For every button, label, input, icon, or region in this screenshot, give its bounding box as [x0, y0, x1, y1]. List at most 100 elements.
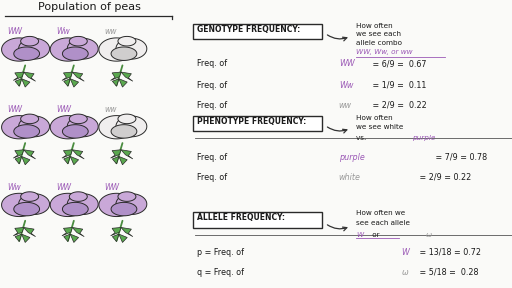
Text: ω: ω — [402, 268, 409, 277]
Polygon shape — [50, 38, 86, 61]
Text: = 5/18 =  0.28: = 5/18 = 0.28 — [417, 268, 479, 277]
FancyBboxPatch shape — [193, 116, 322, 131]
Text: GENOTYPE FREQUENCY:: GENOTYPE FREQUENCY: — [197, 24, 301, 33]
Text: purple: purple — [339, 153, 365, 162]
Text: p = Freq. of: p = Freq. of — [197, 247, 247, 257]
Polygon shape — [14, 202, 39, 216]
Text: WW: WW — [56, 183, 71, 192]
Polygon shape — [13, 150, 24, 158]
Text: or: or — [370, 232, 382, 238]
Polygon shape — [119, 79, 127, 87]
Text: WW: WW — [7, 105, 23, 114]
Polygon shape — [70, 79, 78, 87]
Polygon shape — [62, 125, 88, 138]
Polygon shape — [63, 234, 70, 242]
Polygon shape — [14, 47, 39, 60]
Polygon shape — [67, 38, 98, 59]
Text: Freq. of: Freq. of — [197, 153, 230, 162]
Text: WW, Ww, or ww: WW, Ww, or ww — [356, 49, 412, 55]
Polygon shape — [70, 156, 78, 165]
Polygon shape — [112, 156, 119, 164]
Polygon shape — [118, 192, 136, 201]
Text: How often: How often — [356, 115, 393, 121]
Text: ww: ww — [104, 27, 117, 36]
Polygon shape — [112, 79, 119, 86]
Text: see each allele: see each allele — [356, 220, 410, 226]
Polygon shape — [121, 150, 133, 159]
Polygon shape — [111, 150, 121, 158]
Text: = 2/9 =  0.22: = 2/9 = 0.22 — [370, 101, 427, 110]
Text: WW: WW — [56, 105, 71, 114]
Text: Ww: Ww — [7, 183, 21, 192]
Polygon shape — [22, 234, 30, 242]
Polygon shape — [119, 156, 127, 165]
Text: How often: How often — [356, 22, 393, 29]
Polygon shape — [62, 202, 88, 216]
Text: Freq. of: Freq. of — [197, 59, 230, 68]
Text: WW: WW — [7, 27, 23, 36]
Polygon shape — [111, 47, 137, 60]
Polygon shape — [72, 150, 84, 159]
Text: ALLELE FREQUENCY:: ALLELE FREQUENCY: — [197, 213, 285, 222]
Text: WW: WW — [104, 183, 120, 192]
Polygon shape — [18, 116, 50, 137]
Polygon shape — [111, 228, 121, 236]
Text: = 2/9 = 0.22: = 2/9 = 0.22 — [417, 173, 472, 182]
Polygon shape — [20, 114, 38, 124]
Polygon shape — [69, 192, 87, 201]
Polygon shape — [2, 193, 37, 217]
Text: Ww: Ww — [339, 81, 353, 90]
FancyBboxPatch shape — [193, 212, 322, 228]
Text: = 7/9 = 0.78: = 7/9 = 0.78 — [433, 153, 487, 162]
Text: white: white — [339, 173, 360, 182]
Polygon shape — [62, 228, 72, 236]
Polygon shape — [18, 194, 50, 215]
Polygon shape — [111, 72, 121, 80]
Polygon shape — [2, 115, 37, 139]
Polygon shape — [50, 193, 86, 217]
Polygon shape — [121, 72, 133, 81]
Polygon shape — [20, 192, 38, 201]
Text: Freq. of: Freq. of — [197, 101, 230, 110]
Polygon shape — [20, 36, 38, 46]
Text: purple: purple — [412, 135, 436, 141]
Polygon shape — [62, 47, 88, 60]
Polygon shape — [116, 38, 147, 59]
Polygon shape — [62, 150, 72, 158]
Polygon shape — [15, 156, 22, 164]
Text: Ww: Ww — [56, 27, 70, 36]
Text: W: W — [356, 232, 363, 238]
Polygon shape — [99, 193, 134, 217]
Polygon shape — [116, 116, 147, 137]
Text: q = Freq. of: q = Freq. of — [197, 268, 247, 277]
Polygon shape — [116, 194, 147, 215]
Polygon shape — [112, 234, 119, 242]
Polygon shape — [72, 72, 84, 81]
Polygon shape — [99, 115, 134, 139]
Text: ω: ω — [426, 232, 433, 238]
Polygon shape — [67, 116, 98, 137]
Polygon shape — [121, 228, 133, 237]
Polygon shape — [111, 125, 137, 138]
Text: = 1/9 =  0.11: = 1/9 = 0.11 — [370, 81, 426, 90]
Polygon shape — [118, 114, 136, 124]
Text: W: W — [402, 247, 410, 257]
Text: we see each: we see each — [356, 31, 401, 37]
Polygon shape — [70, 234, 78, 242]
Polygon shape — [15, 79, 22, 86]
Polygon shape — [62, 72, 72, 80]
Polygon shape — [24, 72, 36, 81]
Text: ww: ww — [104, 105, 117, 114]
Polygon shape — [99, 38, 134, 61]
Polygon shape — [69, 36, 87, 46]
Polygon shape — [14, 125, 39, 138]
Text: = 6/9 =  0.67: = 6/9 = 0.67 — [370, 59, 426, 68]
Polygon shape — [63, 79, 70, 86]
Text: vs.: vs. — [356, 135, 368, 141]
Text: Population of peas: Population of peas — [38, 2, 141, 12]
Polygon shape — [13, 228, 24, 236]
Polygon shape — [18, 38, 50, 59]
Polygon shape — [22, 156, 30, 165]
Polygon shape — [50, 115, 86, 139]
Text: WW: WW — [339, 59, 354, 68]
